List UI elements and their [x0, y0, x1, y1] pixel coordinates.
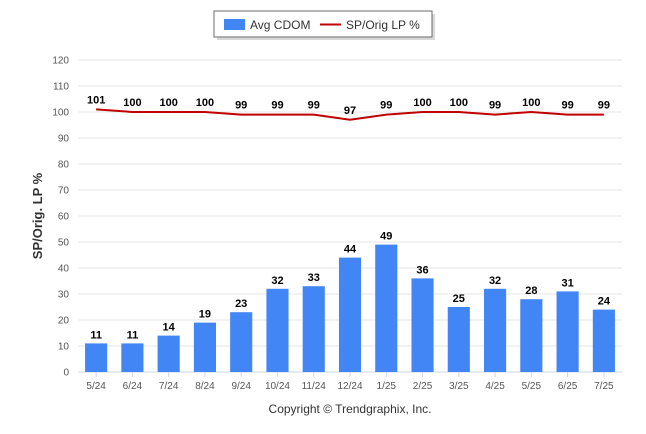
y-tick-label: 20 — [58, 316, 70, 327]
bar-data-label: 32 — [489, 275, 501, 287]
x-tick-label: 7/25 — [594, 381, 614, 392]
bar — [85, 343, 108, 372]
y-tick-label: 40 — [58, 264, 70, 275]
x-tick-label: 3/25 — [449, 381, 469, 392]
bar-data-label: 36 — [416, 264, 428, 276]
bar-data-label: 28 — [525, 285, 537, 297]
legend-label-sp-orig: SP/Orig LP % — [346, 18, 420, 32]
y-tick-label: 60 — [58, 212, 70, 223]
line-data-label: 100 — [196, 97, 214, 109]
bar — [338, 257, 362, 372]
y-tick-label: 110 — [53, 82, 69, 93]
bar-data-label: 44 — [344, 244, 357, 256]
line-data-label: 100 — [450, 97, 468, 109]
y-tick-label: 70 — [58, 186, 70, 197]
bar — [411, 278, 434, 372]
line-data-label: 100 — [522, 97, 540, 109]
x-tick-label: 5/25 — [522, 381, 542, 392]
x-tick-label: 6/25 — [558, 381, 578, 392]
line-data-label: 99 — [489, 100, 501, 112]
y-axis-ticks: 0 10 20 30 40 50 60 70 80 90 100 110 120 — [52, 56, 69, 379]
bar — [302, 286, 325, 372]
x-tick-label: 1/25 — [377, 381, 397, 392]
bar-data-label: 11 — [90, 329, 102, 341]
bar — [447, 307, 470, 372]
bar — [484, 288, 507, 372]
y-tick-label: 30 — [58, 290, 70, 301]
line-data-label: 100 — [159, 97, 177, 109]
x-tick-label: 9/24 — [231, 381, 251, 392]
bar-data-label: 31 — [561, 277, 573, 289]
legend: Avg CDOM SP/Orig LP % — [213, 10, 435, 40]
bar — [121, 343, 144, 372]
bar — [520, 299, 543, 372]
bar-data-label: 14 — [163, 322, 176, 334]
y-tick-label: 10 — [58, 342, 70, 353]
bar — [375, 244, 398, 372]
bar-series — [85, 244, 615, 372]
y-tick-label: 50 — [58, 238, 70, 249]
x-tick-label: 11/24 — [302, 381, 327, 392]
bar — [230, 312, 253, 372]
bar-data-label: 33 — [308, 272, 320, 284]
x-tick-label: 2/25 — [413, 381, 433, 392]
bar-data-label: 11 — [127, 329, 139, 341]
y-tick-label: 120 — [52, 56, 69, 67]
line-series — [96, 108, 604, 121]
line-data-label: 100 — [123, 97, 141, 109]
line-data-label: 99 — [380, 100, 392, 112]
line-data-label: 99 — [271, 100, 283, 112]
bar-data-label: 49 — [380, 231, 392, 243]
bar — [592, 309, 615, 372]
bar-data-label: 24 — [598, 296, 611, 308]
y-tick-label: 90 — [58, 134, 70, 145]
bar-data-label: 23 — [235, 298, 247, 310]
x-tick-label: 10/24 — [265, 381, 290, 392]
sp-orig-line — [96, 108, 604, 121]
x-tick-label: 6/24 — [123, 381, 143, 392]
line-data-label: 99 — [235, 100, 247, 112]
x-axis-ticks: 5/24 6/24 7/24 8/24 9/24 10/24 11/24 12/24 1/25 2… — [86, 372, 614, 392]
line-data-label: 99 — [308, 100, 320, 112]
bar — [193, 322, 216, 372]
copyright-text: Copyright © Trendgraphix, Inc. — [269, 402, 432, 416]
data-labels: 11 11 14 19 23 32 33 44 49 36 25 32 28 31 24 101 100 100 1… — [87, 94, 611, 341]
line-data-label: 99 — [561, 100, 573, 112]
line-data-label: 99 — [598, 100, 610, 112]
y-tick-label: 100 — [52, 108, 69, 119]
bar-data-label: 19 — [199, 309, 211, 321]
line-data-label: 101 — [87, 94, 105, 106]
bar — [157, 335, 180, 372]
y-tick-label: 0 — [63, 368, 69, 379]
legend-swatch-avg-cdom — [224, 19, 245, 30]
x-tick-label: 7/24 — [159, 381, 179, 392]
x-tick-label: 4/25 — [485, 381, 505, 392]
x-tick-label: 12/24 — [337, 381, 362, 392]
line-data-label: 97 — [344, 105, 356, 117]
y-axis-label: SP/Orig. LP % — [30, 172, 45, 259]
y-tick-label: 80 — [58, 160, 70, 171]
bar — [266, 288, 289, 372]
bar-data-label: 32 — [271, 275, 283, 287]
line-data-label: 100 — [413, 97, 431, 109]
legend-label-avg-cdom: Avg CDOM — [250, 18, 310, 32]
x-tick-label: 5/24 — [86, 381, 106, 392]
x-tick-label: 8/24 — [195, 381, 215, 392]
bar — [556, 291, 579, 372]
bar-data-label: 25 — [453, 293, 465, 305]
